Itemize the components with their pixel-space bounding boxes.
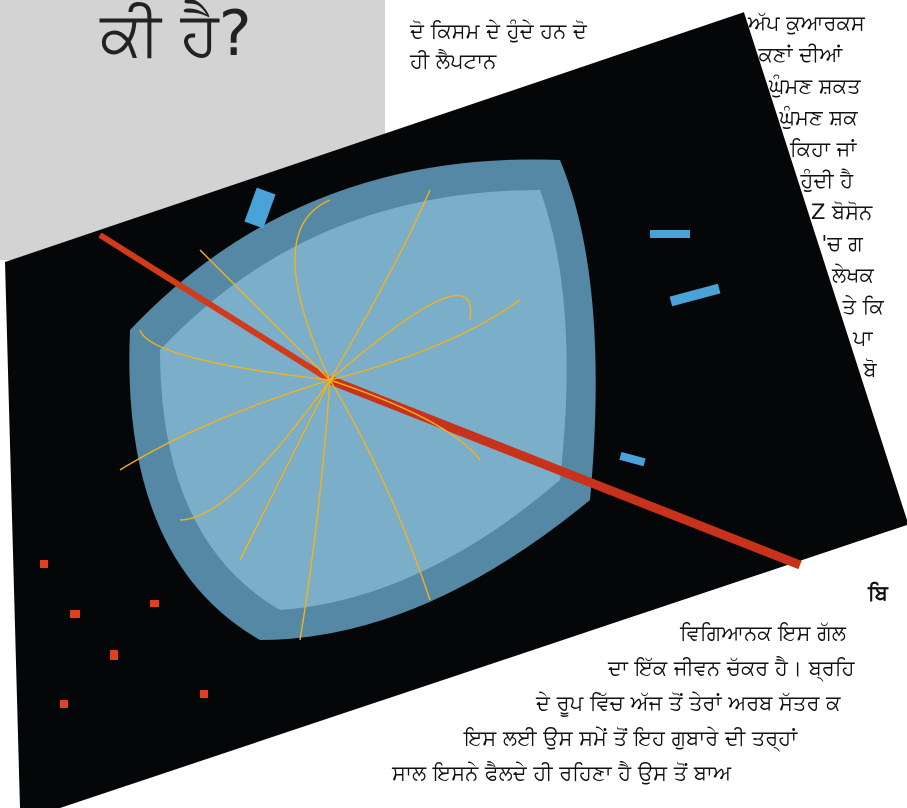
magazine-page: ਕੀ ਹੈ? ਦੋ ਕਿਸਮ ਦੇ ਹੁੰਦੇ ਹਨ ਦੋ ਹੀ ਲੈਪਟਾਨ	[0, 0, 907, 808]
text-line: ਪਾ	[852, 326, 874, 350]
text-line: ਕਿਹਾ ਜਾਂ	[789, 137, 857, 161]
text-line: ਦੇ ਰੂਪ ਵਿੱਚ ਅੱਜ ਤੋਂ ਤੇਰਾਂ ਅਰਬ ਸੱਤਰ ਕ	[535, 691, 841, 717]
page: ਕੀ ਹੈ? ਦੋ ਕਿਸਮ ਦੇ ਹੁੰਦੇ ਹਨ ਦੋ ਹੀ ਲੈਪਟਾਨ	[0, 0, 907, 808]
text-line: ਸਾਲ ਇਸਨੇ ਫੈਲਦੇ ਹੀ ਰਹਿਣਾ ਹੈ ਉਸ ਤੋਂ ਬਾਅ	[391, 761, 732, 785]
title: ਕੀ ਹੈ?	[99, 0, 252, 70]
top-column: ਦੋ ਕਿਸਮ ਦੇ ਹੁੰਦੇ ਹਨ ਦੋ ਹੀ ਲੈਪਟਾਨ	[409, 19, 588, 73]
text-line: ਘੁੰਮਣ ਸ਼ਕਤ	[768, 74, 861, 98]
text-line: ਕਣਾਂ ਦੀਆਂ	[758, 43, 844, 67]
text-line: ਘੁੰਮਣ ਸ਼ਕ	[779, 106, 859, 130]
section-heading: ਬਿ	[867, 580, 889, 605]
text-line: ਦੋ ਕਿਸਮ ਦੇ ਹੁੰਦੇ ਹਨ ਦੋ	[409, 19, 588, 43]
text-line: ਹੁੰਦੀ ਹੈ	[800, 169, 855, 193]
text-line: Z ਬੋਸੋਨ	[811, 200, 873, 224]
text-line: ਵਿਗਿਆਨਕ ਇਸ ਗੱਲ	[679, 621, 847, 645]
text-line: ਇਸ ਲਈ ਉਸ ਸਮੇਂ ਤੋਂ ਇਹ ਗੁਬਾਰੇ ਦੀ ਤਰ੍ਹਾਂ	[463, 726, 798, 753]
text-line: ਅੱਪ ਕੁਆਰਕਸ	[747, 11, 866, 35]
text-line: ਬੋ	[863, 358, 878, 382]
text-line: ਦਾ ਇੱਕ ਜੀਵਨ ਚੱਕਰ ਹੈ। ਬ੍ਰਹਿ	[607, 656, 856, 683]
text-line: ਹੀ ਲੈਪਟਾਨ	[409, 49, 497, 73]
text-line: ਲੇਖਕ	[831, 263, 875, 287]
text-line: ਤੇ ਕਿ	[842, 295, 885, 319]
text-line: 'ਚ ਗ	[822, 232, 864, 256]
